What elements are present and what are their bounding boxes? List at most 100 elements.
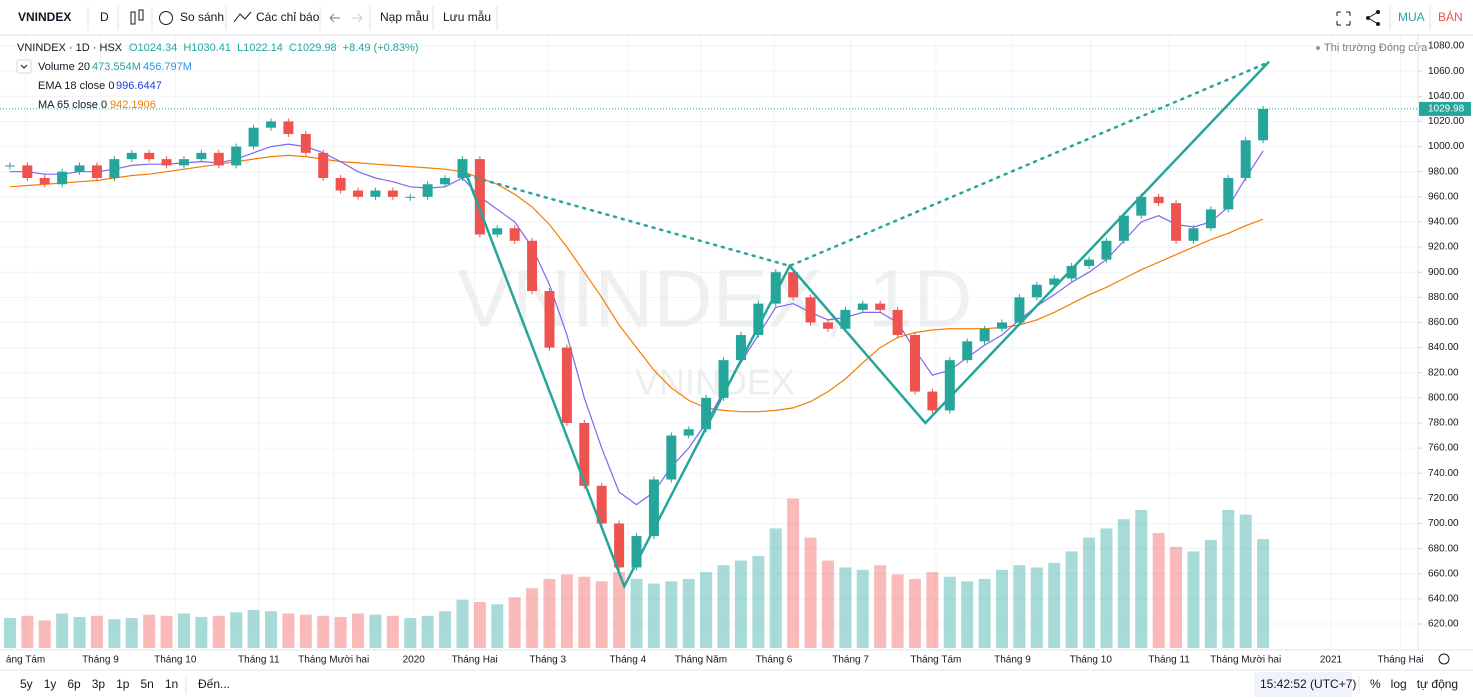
candle	[1240, 140, 1251, 178]
undo-icon[interactable]	[329, 13, 340, 23]
candle	[91, 165, 102, 178]
y-tick-label: 660.00	[1428, 568, 1459, 579]
indicators[interactable]: Các chỉ báo	[256, 10, 320, 24]
candle	[370, 190, 381, 197]
candle	[770, 272, 781, 304]
candle	[422, 184, 433, 197]
volume-bar	[212, 615, 225, 648]
volume-bar	[421, 615, 434, 648]
volume-bar	[1013, 565, 1026, 648]
ohlc-values: O1024.34 H1030.41 L1022.14 C1029.98 +8.49 (+…	[129, 42, 419, 54]
ohlc-value: H1030.41	[183, 42, 231, 54]
scale-option[interactable]: tự động	[1417, 677, 1458, 691]
volume-bar	[734, 560, 747, 648]
compare[interactable]: So sánh	[180, 10, 224, 24]
candle	[561, 347, 572, 423]
volume-bar	[1065, 551, 1078, 648]
last-price-tag	[1419, 101, 1471, 116]
volume-bar	[264, 611, 277, 648]
range-button[interactable]: 5n	[140, 677, 153, 691]
candle	[300, 134, 311, 153]
scale-option[interactable]: %	[1370, 677, 1381, 691]
x-tick-label: Tháng 9	[82, 655, 119, 666]
volume-bar	[700, 572, 713, 648]
collapse-button[interactable]	[16, 59, 32, 74]
candle	[944, 360, 955, 411]
fullscreen-icon[interactable]	[1336, 11, 1351, 26]
candle	[909, 335, 920, 392]
interval[interactable]: D	[100, 10, 109, 24]
buy-button[interactable]: MUA	[1398, 10, 1425, 24]
sell-button[interactable]: BÁN	[1438, 9, 1463, 24]
volume-value: 473.554M	[92, 61, 141, 73]
volume-bar	[334, 616, 347, 648]
y-tick-label: 840.00	[1428, 342, 1459, 353]
y-tick-label: 800.00	[1428, 392, 1459, 403]
candle	[857, 303, 868, 310]
candle	[631, 536, 642, 568]
range-button[interactable]: 6p	[67, 677, 81, 691]
volume-bar	[456, 599, 469, 648]
settings-icon[interactable]	[1438, 653, 1450, 665]
volume-bar	[1083, 537, 1096, 648]
candle-icon[interactable]	[130, 9, 144, 25]
y-tick-label: 720.00	[1428, 493, 1459, 504]
volume-bar	[1152, 533, 1165, 648]
range-button[interactable]: 1p	[116, 677, 130, 691]
candle	[283, 121, 294, 135]
load-template[interactable]: Nạp mẫu	[380, 9, 429, 24]
volume-bar	[613, 572, 626, 648]
range-button[interactable]: 5y	[20, 677, 33, 691]
volume-bar	[961, 581, 974, 648]
volume-bar	[247, 610, 260, 648]
volume-bar	[143, 614, 156, 648]
indicator-icon[interactable]	[233, 11, 252, 23]
volume-bar	[1222, 510, 1235, 648]
volume-bar	[1135, 510, 1148, 648]
range-button[interactable]: 1y	[44, 677, 57, 691]
ma-legend: MA 65 close 0	[38, 99, 107, 111]
candle	[161, 159, 172, 166]
y-tick-label: 880.00	[1428, 292, 1459, 303]
volume-bar	[526, 588, 539, 648]
volume-bar	[125, 618, 138, 648]
candle	[509, 228, 520, 241]
candle	[492, 228, 503, 235]
volume-bar	[787, 498, 800, 648]
candle	[1118, 215, 1129, 241]
volume-bar	[282, 613, 295, 648]
symbol[interactable]: VNINDEX	[18, 10, 71, 24]
scale-option[interactable]: log	[1391, 677, 1407, 691]
compare-icon[interactable]	[159, 11, 173, 25]
redo-icon[interactable]	[352, 13, 363, 23]
volume-ma-value: 456.797M	[143, 61, 192, 73]
save-template[interactable]: Lưu mẫu	[443, 9, 491, 24]
candle	[805, 297, 816, 323]
candle	[22, 165, 33, 178]
volume-bar	[352, 613, 365, 648]
y-tick-label: 620.00	[1428, 619, 1459, 630]
volume-bar	[630, 579, 643, 648]
x-tick-label: Tháng Tám	[910, 655, 961, 666]
volume-bar	[543, 579, 556, 648]
candle	[335, 177, 346, 191]
goto-date[interactable]: Đến...	[198, 677, 230, 691]
volume-bar	[177, 613, 190, 648]
candle	[1171, 203, 1182, 241]
candle	[840, 309, 851, 329]
volume-bar	[717, 565, 730, 648]
candle	[213, 152, 224, 166]
candle	[979, 328, 990, 342]
y-tick-label: 1000.00	[1428, 141, 1465, 152]
range-button[interactable]: 1n	[165, 677, 178, 691]
candle	[318, 152, 329, 178]
volume-bar	[926, 572, 939, 648]
range-button[interactable]: 3p	[92, 677, 106, 691]
last-price-label: 1029.98	[1428, 104, 1465, 115]
share-icon[interactable]	[1366, 10, 1380, 26]
candle	[4, 165, 15, 167]
y-tick-label: 860.00	[1428, 317, 1459, 328]
volume-bar	[317, 615, 330, 648]
ohlc-value: +8.49 (+0.83%)	[343, 42, 419, 54]
status-dot	[1316, 46, 1320, 50]
